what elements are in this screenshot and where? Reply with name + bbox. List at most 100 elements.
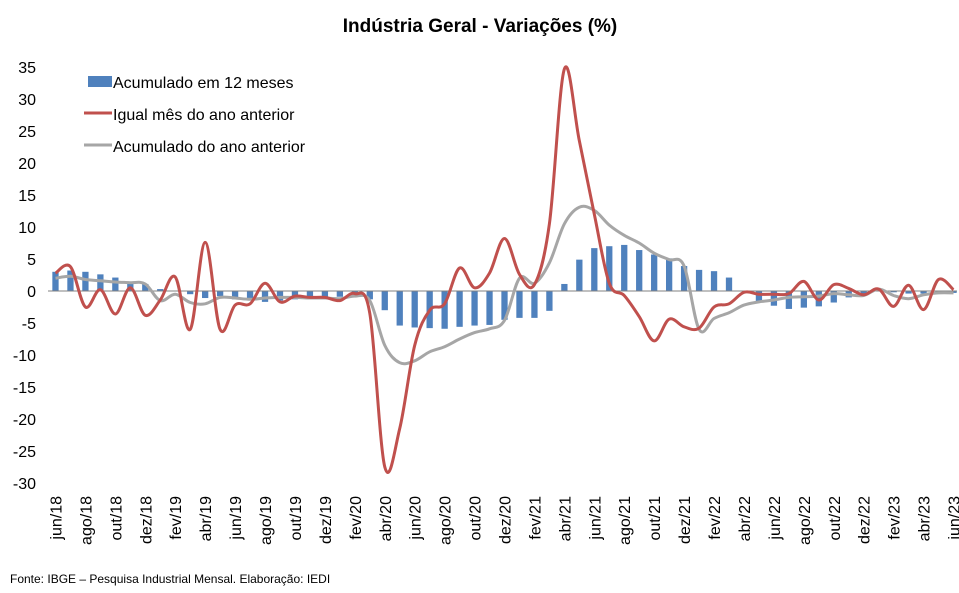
x-tick-label: abr/23 bbox=[917, 496, 934, 541]
bar bbox=[246, 291, 254, 300]
y-tick-label: 35 bbox=[18, 60, 36, 77]
x-tick-label: fev/19 bbox=[168, 496, 185, 540]
y-tick-label: -10 bbox=[13, 348, 36, 365]
bar bbox=[276, 291, 284, 301]
x-tick-label: dez/18 bbox=[138, 496, 155, 544]
chart-title: Indústria Geral - Variações (%) bbox=[343, 16, 618, 37]
x-tick-label: jun/23 bbox=[947, 496, 959, 541]
line-accumulated-prev-year bbox=[55, 204, 954, 366]
bar bbox=[157, 289, 164, 291]
y-tick-label: 10 bbox=[18, 220, 36, 237]
bar bbox=[561, 283, 568, 291]
x-tick-label: dez/22 bbox=[857, 496, 874, 544]
x-tick-label: fev/22 bbox=[707, 496, 724, 540]
bar bbox=[456, 291, 463, 327]
bar bbox=[725, 277, 733, 291]
y-tick-label: -30 bbox=[13, 476, 36, 493]
bar bbox=[890, 291, 897, 293]
y-tick-label: 30 bbox=[18, 92, 36, 109]
y-axis: 35 30 25 20 15 10 5 0 -5 -10 -15 -20 -25 -30 bbox=[13, 60, 36, 493]
x-tick-label: ago/21 bbox=[617, 496, 634, 545]
legend-label-same-month: Igual mês do ano anterior bbox=[113, 107, 295, 124]
y-tick-label: 5 bbox=[27, 252, 36, 269]
bar bbox=[216, 291, 224, 297]
x-tick-label: jun/22 bbox=[767, 496, 784, 541]
bar bbox=[82, 271, 89, 291]
bar bbox=[202, 291, 209, 299]
x-tick-label: ago/22 bbox=[797, 496, 814, 545]
line-same-month bbox=[54, 65, 955, 474]
y-tick-label: 15 bbox=[18, 188, 36, 205]
bar bbox=[680, 266, 688, 291]
legend-label-accumulated-12m: Acumulado em 12 meses bbox=[113, 75, 294, 92]
bar bbox=[920, 291, 927, 294]
bar bbox=[636, 250, 643, 291]
bar bbox=[52, 271, 59, 291]
y-tick-label: -15 bbox=[13, 380, 36, 397]
x-tick-label: jun/19 bbox=[228, 496, 245, 541]
bar bbox=[306, 291, 314, 299]
x-tick-label: ago/20 bbox=[438, 496, 455, 545]
bar-series bbox=[52, 244, 957, 329]
bar bbox=[665, 258, 673, 291]
x-tick-label: out/21 bbox=[647, 496, 664, 541]
bar bbox=[411, 291, 418, 328]
x-tick-label: out/19 bbox=[288, 496, 305, 541]
bar bbox=[546, 291, 553, 311]
x-tick-label: jun/20 bbox=[408, 496, 425, 541]
legend: Acumulado em 12 meses Igual mês do ano a… bbox=[84, 75, 306, 156]
x-tick-label: dez/20 bbox=[498, 496, 515, 544]
y-tick-label: 25 bbox=[18, 124, 36, 141]
x-tick-label: dez/21 bbox=[677, 496, 694, 544]
bar bbox=[501, 291, 508, 320]
line-series bbox=[54, 65, 955, 474]
bar bbox=[67, 270, 74, 291]
bar bbox=[187, 291, 194, 295]
x-tick-label: out/20 bbox=[468, 496, 485, 541]
bar bbox=[381, 291, 388, 311]
x-tick-label: ago/19 bbox=[258, 496, 275, 545]
x-tick-label: abr/20 bbox=[378, 496, 395, 541]
y-tick-label: -25 bbox=[13, 444, 36, 461]
x-tick-label: abr/19 bbox=[198, 496, 215, 541]
x-tick-label: jun/21 bbox=[587, 496, 604, 541]
y-tick-label: -20 bbox=[13, 412, 36, 429]
bar bbox=[142, 283, 149, 291]
bar bbox=[710, 271, 718, 291]
legend-swatch-accumulated-12m bbox=[88, 76, 112, 87]
bar bbox=[591, 248, 598, 291]
bar bbox=[576, 259, 583, 291]
x-tick-label: fev/21 bbox=[527, 496, 544, 540]
x-tick-label: fev/23 bbox=[887, 496, 904, 540]
x-tick-label: fev/20 bbox=[348, 496, 365, 540]
x-tick-label: out/22 bbox=[827, 496, 844, 541]
y-tick-label: 20 bbox=[18, 156, 36, 173]
x-tick-label: out/18 bbox=[108, 496, 125, 541]
bar bbox=[366, 291, 373, 300]
y-tick-label: -5 bbox=[22, 316, 36, 333]
x-axis: jun/18 ago/18 out/18 dez/18 fev/19 abr/19 jun/… bbox=[48, 496, 959, 545]
bar bbox=[860, 291, 867, 295]
x-tick-label: ago/18 bbox=[78, 496, 95, 545]
bar bbox=[830, 291, 837, 303]
bar bbox=[755, 291, 763, 302]
bar bbox=[695, 269, 703, 291]
bar bbox=[112, 277, 119, 291]
x-tick-label: abr/22 bbox=[737, 496, 754, 541]
bar bbox=[396, 291, 403, 326]
bar bbox=[516, 291, 523, 318]
bar bbox=[800, 291, 807, 308]
bar bbox=[471, 291, 478, 326]
bar bbox=[441, 291, 448, 329]
x-tick-label: dez/19 bbox=[318, 496, 335, 544]
y-tick-label: 0 bbox=[27, 284, 36, 301]
bar bbox=[261, 291, 269, 302]
bar bbox=[785, 291, 793, 309]
bar bbox=[770, 291, 778, 306]
x-tick-label: abr/21 bbox=[557, 496, 574, 541]
bar bbox=[321, 291, 329, 299]
bar bbox=[950, 291, 957, 293]
bar bbox=[336, 291, 344, 297]
bar bbox=[97, 274, 104, 291]
